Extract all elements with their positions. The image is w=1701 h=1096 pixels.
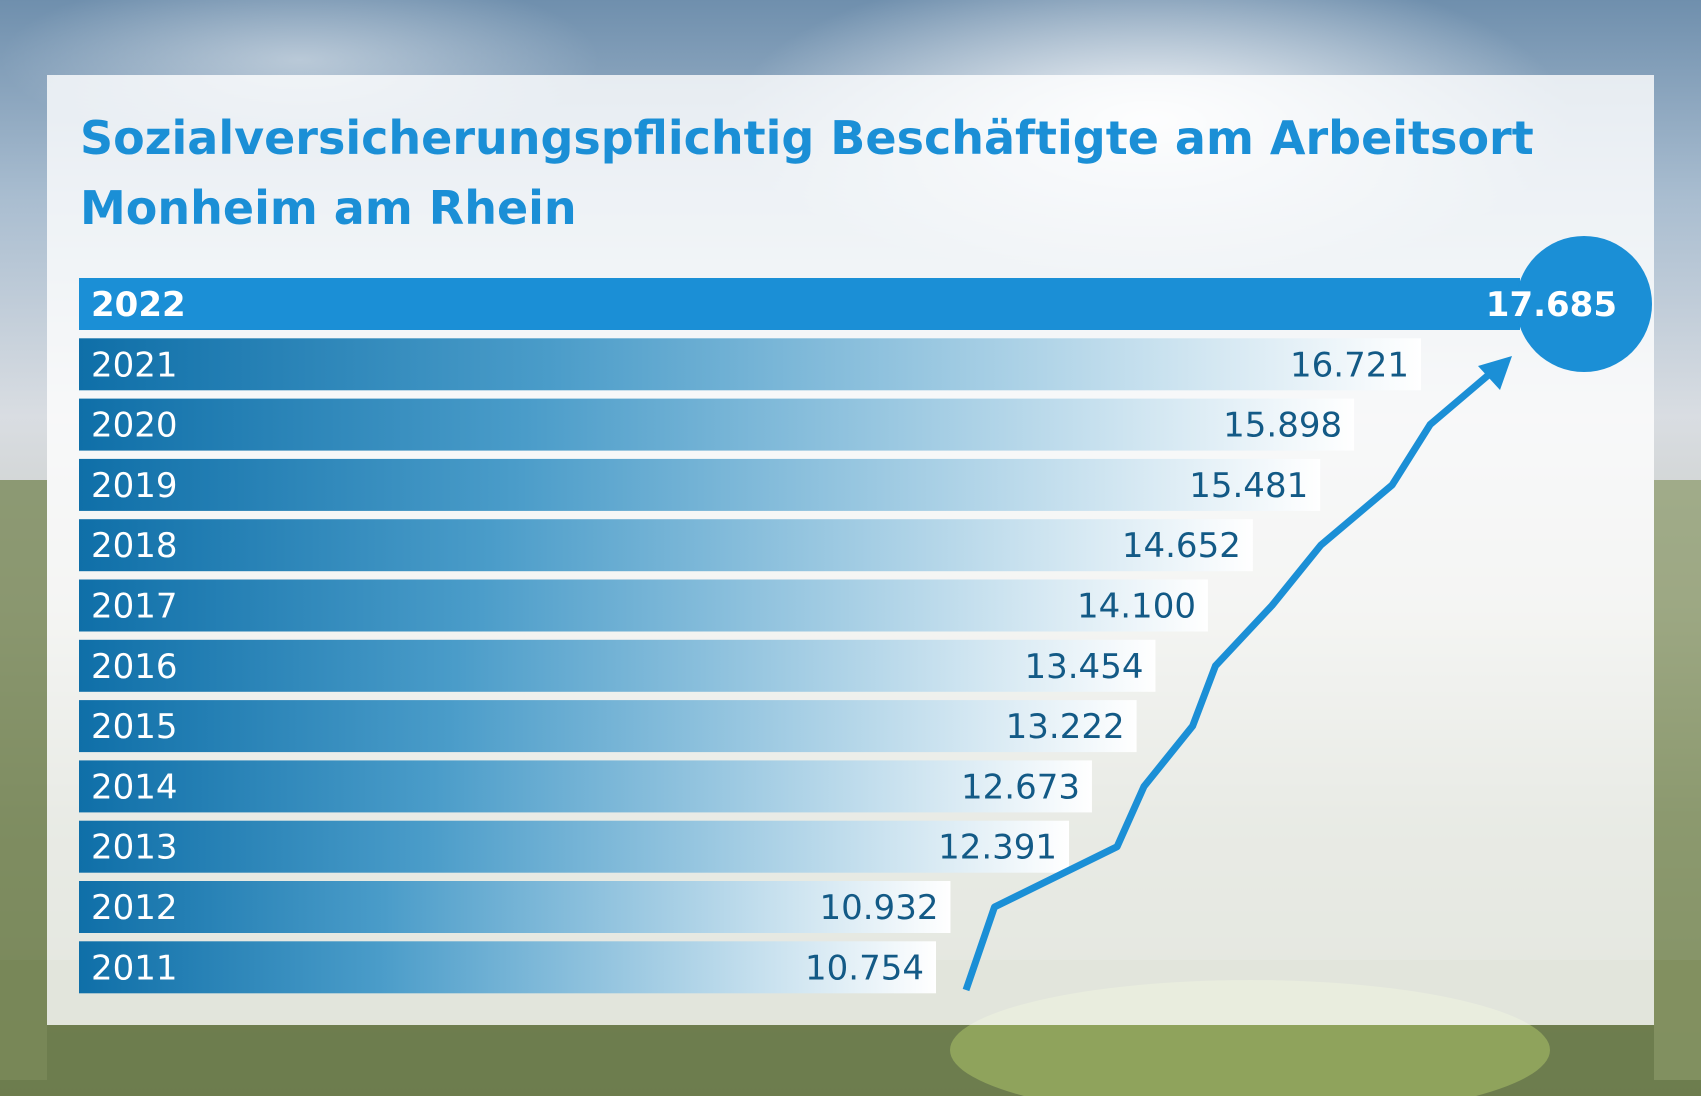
bar-2011: [79, 941, 936, 994]
bar-2014: [79, 760, 1092, 813]
value-label-2020: 15.898: [1223, 406, 1342, 446]
bar-2019: [79, 458, 1321, 511]
value-label-2017: 14.100: [1077, 587, 1196, 627]
value-label-2015: 13.222: [1006, 707, 1125, 747]
value-label-2018: 14.652: [1122, 526, 1241, 566]
value-label-2011: 10.754: [805, 948, 924, 988]
highlight-circle: [1516, 236, 1652, 372]
bar-2021: [79, 338, 1421, 391]
value-label-2021: 16.721: [1290, 345, 1409, 385]
year-label-2018: 2018: [91, 526, 178, 566]
chart-title: Sozialversicherungspflichtig Beschäftigt…: [80, 111, 1534, 235]
value-label-2016: 13.454: [1024, 647, 1143, 687]
value-label-2012: 10.932: [819, 888, 938, 928]
year-label-2016: 2016: [91, 647, 178, 687]
year-label-2019: 2019: [91, 466, 178, 506]
value-label-2019: 15.481: [1189, 466, 1308, 506]
year-label-2017: 2017: [91, 587, 178, 627]
year-label-2021: 2021: [91, 345, 178, 385]
bar-2017: [79, 579, 1208, 632]
trend-line: [962, 359, 1506, 992]
bar-2020: [79, 398, 1355, 451]
year-label-2015: 2015: [91, 707, 178, 747]
year-label-2013: 2013: [91, 828, 178, 868]
bar-2015: [79, 700, 1137, 753]
bar-2022: [79, 278, 1520, 330]
bar-2012: [79, 881, 951, 933]
bar-2016: [79, 639, 1156, 692]
value-label-2014: 12.673: [961, 767, 1080, 807]
bar-2018: [79, 519, 1253, 572]
bar-2013: [79, 820, 1070, 873]
year-label-2014: 2014: [91, 767, 178, 807]
year-label-2022: 2022: [91, 285, 186, 325]
year-label-2011: 2011: [91, 948, 178, 988]
value-label-2013: 12.391: [938, 828, 1057, 868]
year-label-2012: 2012: [91, 888, 178, 928]
year-label-2020: 2020: [91, 406, 178, 446]
trend-arrowhead: [1478, 356, 1512, 390]
value-label-2022: 17.685: [1486, 285, 1617, 325]
